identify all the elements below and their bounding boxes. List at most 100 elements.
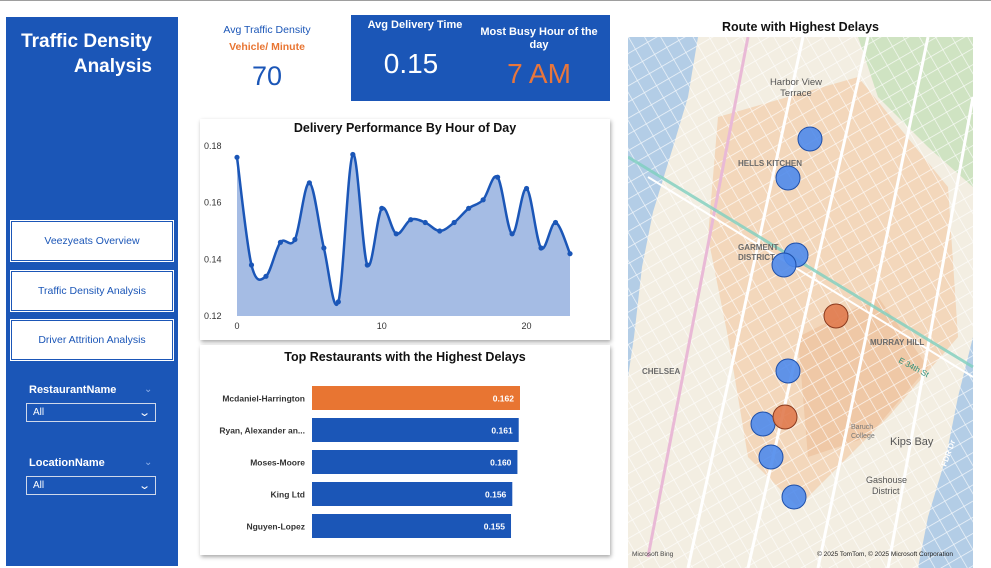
y-tick-label: 0.14 (204, 254, 222, 264)
street-grid (628, 37, 973, 568)
hourly-area-chart[interactable]: 0.18 0.16 0.14 0.12 0 10 20 (200, 119, 610, 340)
route-marker-blue[interactable] (758, 444, 784, 470)
x-tick-label: 10 (377, 321, 387, 331)
hourly-chart-card[interactable]: Delivery Performance By Hour of Day 0.18… (200, 119, 610, 340)
route-marker-blue[interactable] (771, 252, 797, 278)
chevron-down-icon[interactable]: ⌄ (144, 384, 153, 395)
nav-button-label: Veezyeats Overview (44, 235, 140, 247)
restaurant-bar-chart[interactable]: Mcdaniel-Harrington 0.162 Ryan, Alexander … (200, 345, 610, 555)
nav-button-traffic-density[interactable]: Traffic Density Analysis (11, 271, 173, 311)
avenue-road (746, 37, 870, 568)
data-point (393, 231, 399, 237)
data-point (379, 205, 385, 211)
map-label: MURRAY HILL (870, 338, 924, 347)
route-marker-blue[interactable] (750, 411, 776, 437)
data-point (495, 174, 501, 180)
data-point (422, 219, 428, 226)
route-marker-blue[interactable] (781, 484, 807, 510)
kpi-title-busy-hour: Most Busy Hour of the day (480, 26, 598, 51)
data-point (552, 219, 559, 226)
y-tick-label: 0.16 (204, 198, 222, 208)
route-marker-blue[interactable] (775, 165, 801, 191)
map-label: Kips Bay (890, 436, 934, 448)
data-point (364, 262, 370, 268)
nav-button-overview[interactable]: Veezyeats Overview (11, 221, 173, 261)
y-tick-label: 0.18 (204, 141, 222, 151)
data-label: 0.161 (491, 426, 513, 436)
route-marker-orange[interactable] (772, 404, 798, 430)
data-point (277, 239, 284, 245)
chart-title: Delivery Performance By Hour of Day (293, 121, 517, 135)
data-point (538, 245, 544, 251)
restaurant-slicer-value: All (33, 407, 45, 418)
kpi-title-delivery-time: Avg Delivery Time (367, 19, 463, 31)
kpi-subtitle: Vehicle/ Minute (229, 41, 305, 53)
bing-logo: Microsoft Bing (632, 551, 674, 558)
route-marker-blue[interactable] (775, 358, 801, 384)
route-marker-blue[interactable] (797, 126, 823, 152)
data-point (263, 273, 269, 279)
chevron-down-icon[interactable]: ⌄ (144, 457, 153, 468)
kpi-value: 70 (251, 61, 283, 91)
avenue-road (646, 37, 750, 558)
route-marker-orange[interactable] (823, 303, 849, 329)
data-point (567, 251, 573, 257)
kpi-card-traffic-density: Avg Traffic Density Vehicle/ Minute 70 (204, 17, 334, 99)
area-fill (237, 154, 570, 316)
nav-button-label: Traffic Density Analysis (38, 285, 146, 297)
restaurant-bar-card[interactable]: Top Restaurants with the Highest Delays … (200, 345, 610, 555)
data-point (306, 180, 312, 186)
bar (312, 386, 520, 410)
map-card[interactable]: Route with Highest Delays Harbor View Te… (626, 17, 977, 568)
map-label: Gashouse (866, 475, 907, 485)
data-point (509, 231, 515, 237)
y-tick-label: 0.12 (204, 311, 222, 321)
page-title: Traffic Density Analysis (6, 29, 152, 79)
bar (312, 450, 518, 474)
data-label: 0.162 (493, 394, 515, 404)
map-label: Terrace (780, 88, 812, 99)
nav-button-label: Driver Attrition Analysis (38, 334, 146, 346)
sidebar: Traffic Density Analysis Veezyeats Overv… (6, 17, 178, 566)
page-title-line2: Analysis (73, 56, 152, 77)
kpi-value-delivery-time: 0.15 (383, 48, 439, 79)
page-title-line1: Traffic Density (21, 31, 152, 52)
category-label: Mcdaniel-Harrington (222, 394, 305, 404)
map-label: CHELSEA (642, 367, 680, 376)
data-label: 0.160 (490, 458, 512, 468)
x-tick-label: 0 (234, 321, 239, 331)
restaurant-slicer-label: RestaurantName (29, 384, 117, 396)
map-label: College (851, 433, 875, 440)
data-label: 0.155 (484, 522, 506, 532)
location-slicer-dropdown[interactable]: All ⌄ (26, 476, 156, 495)
map-label: HELLS KITCHEN (738, 159, 802, 168)
route-map[interactable]: Harbor View Terrace HELLS KITCHEN GARMEN… (628, 37, 977, 568)
map-label: Harbor View (770, 77, 822, 88)
avenue-road (686, 37, 805, 568)
bar (312, 418, 519, 442)
data-point (437, 228, 443, 234)
avenue-road (886, 96, 975, 568)
map-label: District (872, 486, 900, 496)
chart-title: Route with Highest Delays (722, 20, 879, 34)
map-label: GARMENT (738, 243, 779, 252)
data-point (480, 197, 486, 203)
category-label: Moses-Moore (250, 458, 305, 468)
map-attribution: © 2025 TomTom, © 2025 Microsoft Corporat… (817, 550, 953, 558)
data-point (523, 185, 530, 192)
bar (312, 514, 512, 538)
data-point (466, 205, 472, 211)
category-label: Nguyen-Lopez (246, 522, 305, 532)
chart-title: Top Restaurants with the Highest Delays (284, 350, 526, 364)
data-point (248, 262, 255, 268)
kpi-card-delivery-busy: Avg Delivery Time 0.15 Most Busy Hour of… (351, 15, 610, 101)
location-slicer-label: LocationName (29, 457, 105, 469)
nav-button-driver-attrition[interactable]: Driver Attrition Analysis (11, 320, 173, 360)
avenue-road (816, 37, 930, 568)
restaurant-slicer-dropdown[interactable]: All ⌄ (26, 403, 156, 422)
map-label: Baruch (851, 424, 873, 431)
kpi-value-busy-hour: 7 AM (507, 58, 571, 89)
category-label: Ryan, Alexander an... (219, 426, 305, 436)
window-top-border (0, 0, 991, 1)
kpi-title: Avg Traffic Density (223, 24, 311, 36)
